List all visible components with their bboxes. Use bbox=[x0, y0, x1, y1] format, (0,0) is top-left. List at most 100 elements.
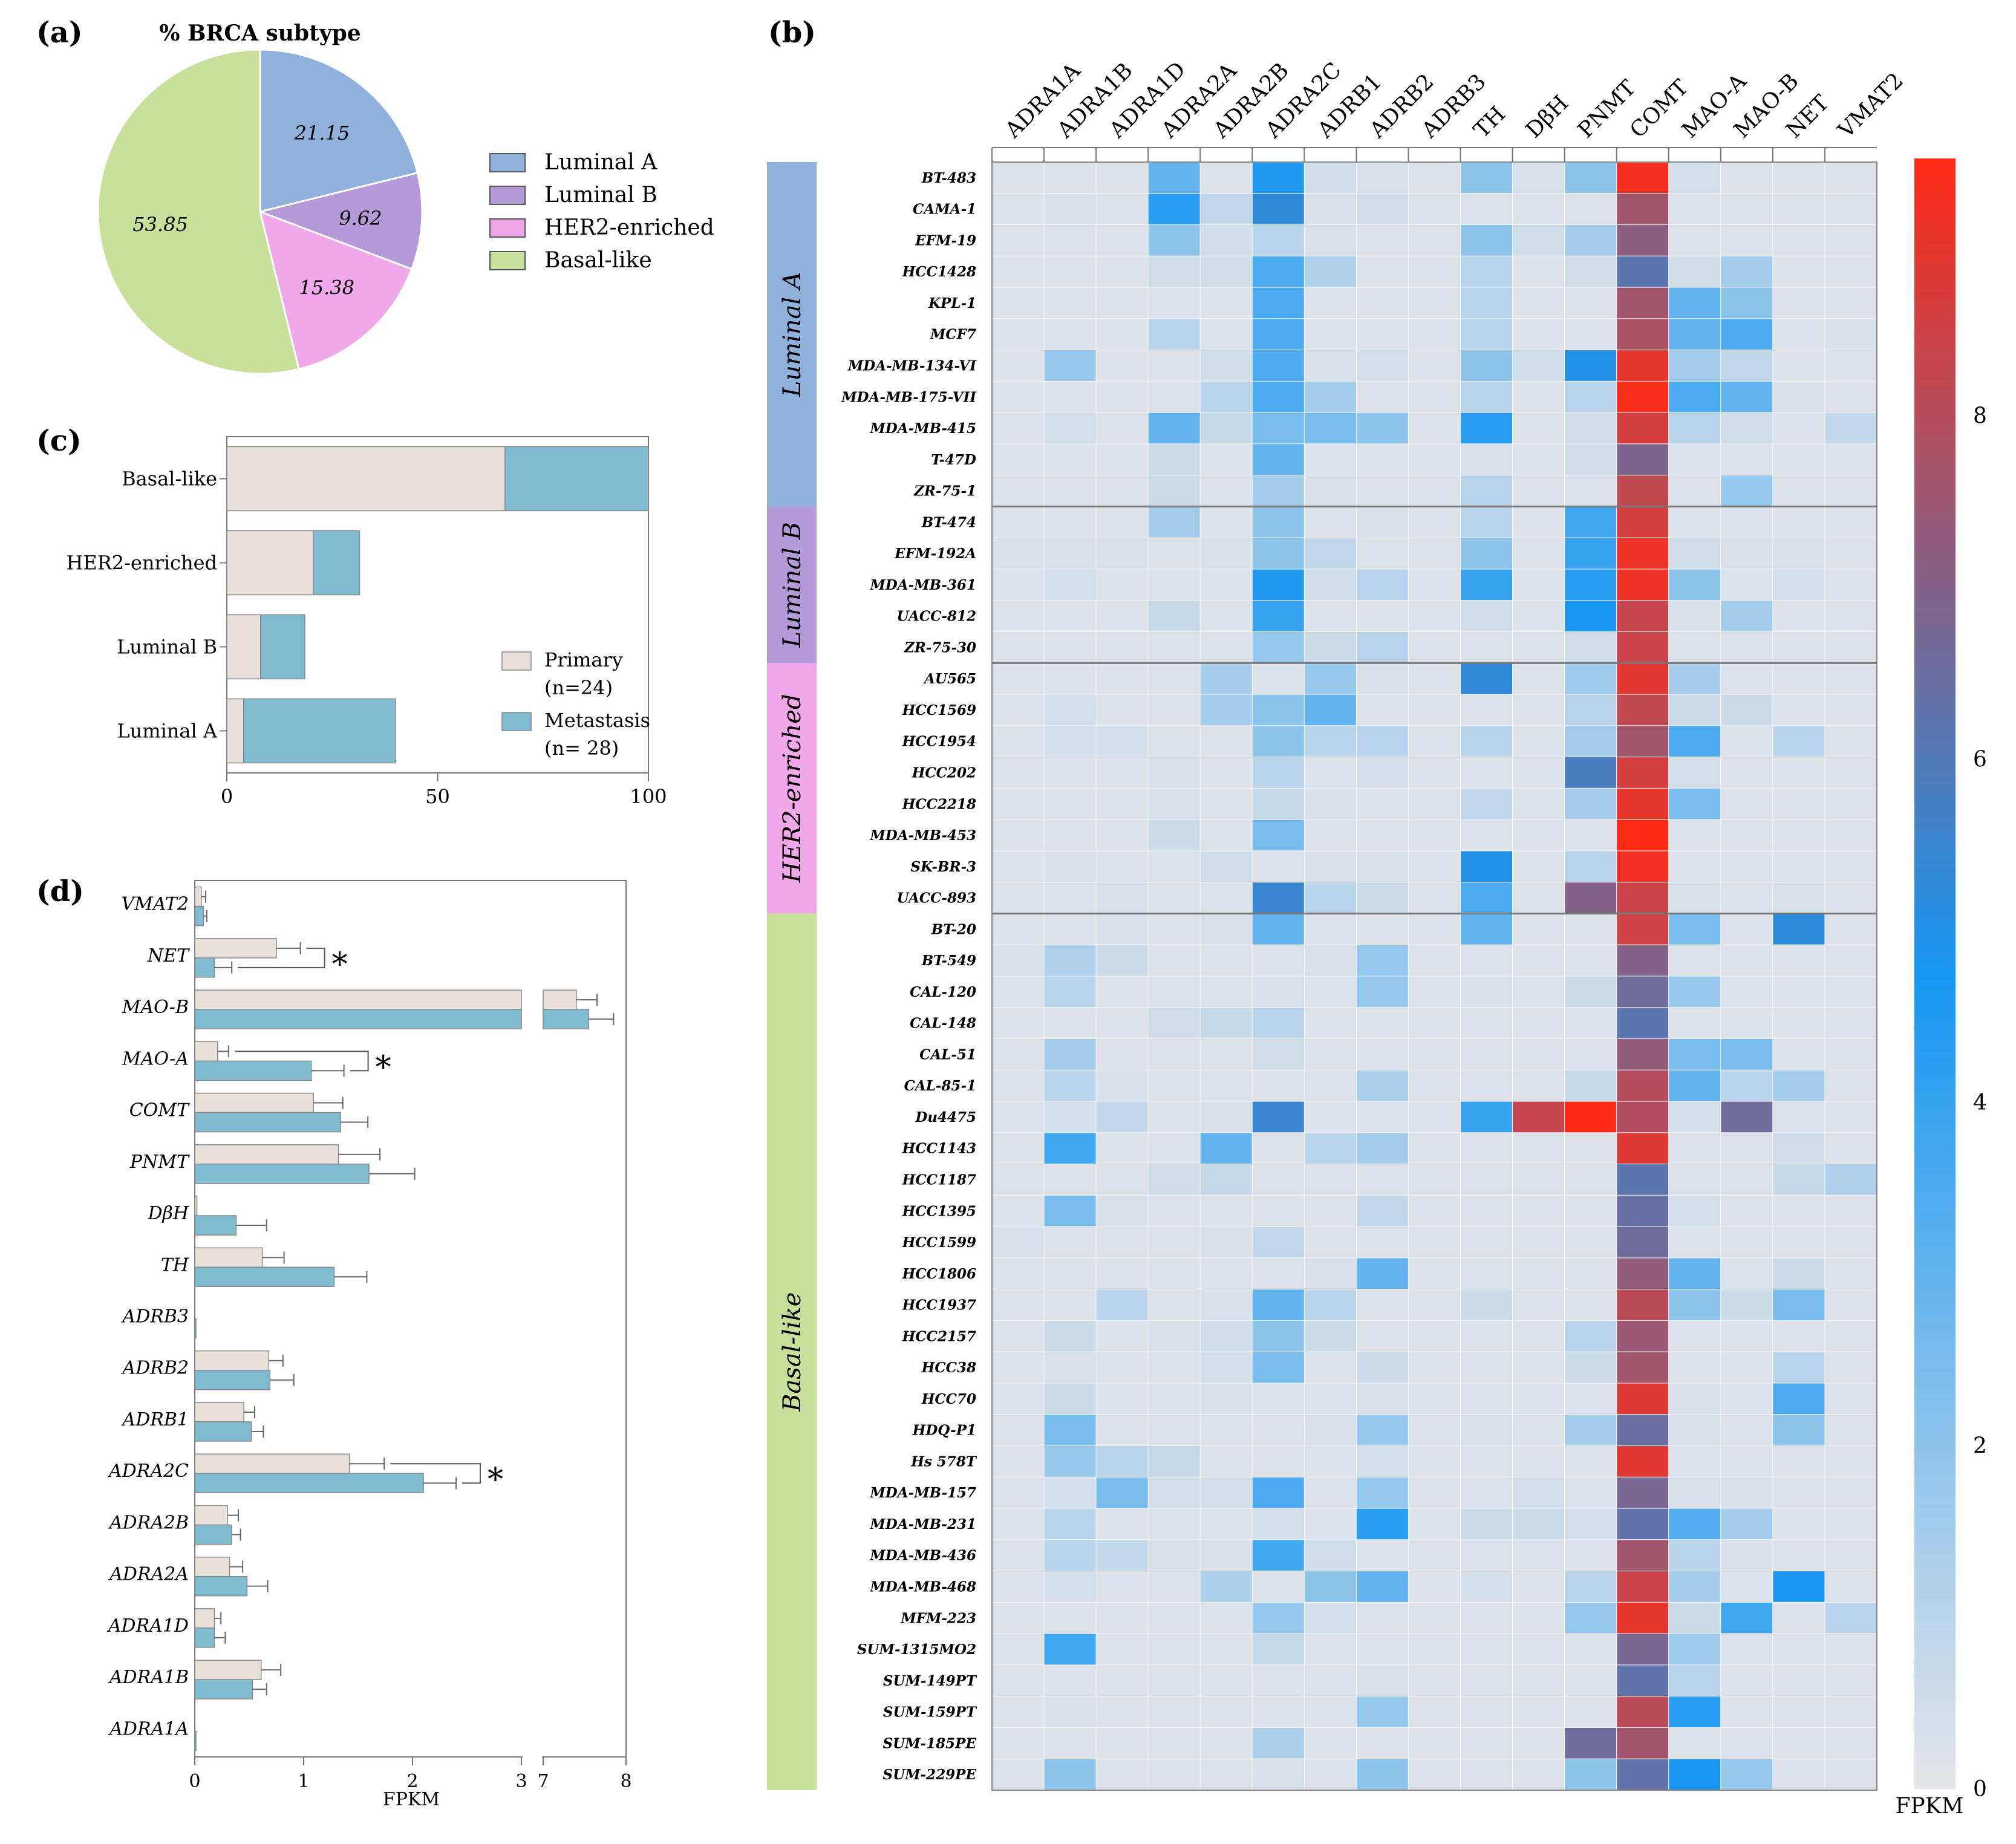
heatmap-cell-mda-mb-175-vii-adra2c bbox=[1251, 380, 1305, 413]
heatmap-cell-hdq-p1-adra1a bbox=[991, 1414, 1045, 1447]
heatmap-cell-efm-192a-adrb2 bbox=[1355, 537, 1409, 570]
heatmap-cell-bt-549-pnmt bbox=[1564, 944, 1617, 977]
heatmap-cell-mda-mb-157-adra2b bbox=[1199, 1476, 1253, 1509]
cell-line-label: BT-474 bbox=[921, 514, 976, 530]
heatmap-cell-hcc70-adra1b bbox=[1043, 1383, 1097, 1415]
y-tick-label: Luminal A bbox=[117, 720, 218, 743]
heatmap-cell-cal-85-1-adrb3 bbox=[1408, 1069, 1461, 1102]
heatmap-cell-hcc70-net bbox=[1772, 1383, 1825, 1415]
heatmap-cell-sk-br-3-adra1b bbox=[1043, 850, 1097, 883]
heatmap-cell-hcc38-d-h bbox=[1512, 1351, 1565, 1384]
heatmap-cell-hcc1187-adrb1 bbox=[1303, 1164, 1357, 1196]
bar-primary-her2-enriched bbox=[226, 530, 314, 596]
heatmap-cell-mcf7-vmat2 bbox=[1824, 318, 1877, 351]
heatmap-cell-efm-192a-adra2a bbox=[1147, 537, 1201, 570]
heatmap-cell-cal-85-1-pnmt bbox=[1564, 1069, 1617, 1102]
heatmap-cell-zr-75-30-adra2c bbox=[1251, 631, 1305, 663]
heatmap-cell-sum-229pe-th bbox=[1460, 1758, 1513, 1791]
cell-line-label: T-47D bbox=[931, 452, 976, 468]
pie-chart: % BRCA subtype 21.15 9.62 15.38 53.85 Lumin… bbox=[97, 21, 714, 375]
heatmap-cell-cal-51-net bbox=[1772, 1038, 1825, 1070]
heatmap-cell-hcc1937-adrb1 bbox=[1303, 1289, 1357, 1321]
heatmap-cell-mcf7-adra1d bbox=[1095, 318, 1149, 351]
heatmap-cell-cal-85-1-adrb2 bbox=[1355, 1069, 1409, 1102]
heatmap-cell-cal-85-1-vmat2 bbox=[1824, 1069, 1877, 1102]
cell-line-label: MDA-MB-453 bbox=[869, 827, 976, 844]
heatmap-cell-hs-578t-th bbox=[1460, 1445, 1513, 1477]
heatmap-cell-mda-mb-468-adrb3 bbox=[1408, 1571, 1461, 1603]
heatmap-cell-mda-mb-231-adra1b bbox=[1043, 1508, 1097, 1540]
heatmap-cell-uacc-893-adra1a bbox=[991, 882, 1045, 914]
heatmap-cell-cal-148-adrb2 bbox=[1355, 1007, 1409, 1040]
heatmap-cell-hcc1599-comt bbox=[1616, 1226, 1669, 1259]
heatmap-cell-hcc1954-adrb2 bbox=[1355, 725, 1409, 758]
heatmap-cell-hcc70-adra1d bbox=[1095, 1383, 1149, 1415]
heatmap-cell-hs-578t-adrb1 bbox=[1303, 1445, 1357, 1477]
bar-primary-vmat2 bbox=[194, 886, 202, 907]
heatmap-cell-sum-1315mo2-mao-b bbox=[1720, 1633, 1773, 1666]
heatmap-cell-mda-mb-134-vi-adra1d bbox=[1095, 350, 1149, 382]
heatmap-cell-uacc-893-adra2a bbox=[1147, 882, 1201, 914]
heatmap-cell-sum-229pe-net bbox=[1772, 1758, 1825, 1791]
heatmap-cell-hcc1954-net bbox=[1772, 725, 1825, 758]
heatmap-cell-mda-mb-134-vi-comt bbox=[1616, 350, 1669, 382]
heatmap-cell-sum-1315mo2-adra2c bbox=[1251, 1633, 1305, 1666]
heatmap-cell-mda-mb-231-adra1a bbox=[991, 1508, 1045, 1540]
group-label-luminal-b: Luminal B bbox=[778, 522, 806, 648]
heatmap-cell-hdq-p1-adra2c bbox=[1251, 1414, 1305, 1447]
heatmap-cell-cal-148-mao-a bbox=[1668, 1007, 1721, 1040]
heatmap-cell-t-47d-adra2c bbox=[1251, 443, 1305, 476]
heatmap-cell-hdq-p1-comt bbox=[1616, 1414, 1669, 1447]
heatmap-cell-mda-mb-361-mao-b bbox=[1720, 569, 1773, 601]
heatmap-cell-bt-474-adra2c bbox=[1251, 506, 1305, 538]
heatmap-cell-mda-mb-361-adra2a bbox=[1147, 569, 1201, 601]
heatmap-cell-cal-51-adrb3 bbox=[1408, 1038, 1461, 1070]
heatmap-cell-hcc202-adra2a bbox=[1147, 757, 1201, 789]
cell-line-label: CAL-51 bbox=[919, 1046, 976, 1063]
heatmap-cell-hcc70-mao-a bbox=[1668, 1383, 1721, 1415]
heatmap-cell-sum-185pe-adra2c bbox=[1251, 1727, 1305, 1759]
heatmap-cell-cama-1-mao-b bbox=[1720, 193, 1773, 226]
heatmap-cell-bt-483-comt bbox=[1616, 161, 1669, 194]
heatmap-cell-hs-578t-mao-a bbox=[1668, 1445, 1721, 1477]
heatmap-cell-sum-159pt-vmat2 bbox=[1824, 1696, 1877, 1728]
heatmap-cell-mfm-223-adrb3 bbox=[1408, 1601, 1461, 1634]
heatmap-cell-au565-adra2c bbox=[1251, 662, 1305, 695]
heatmap-cell-cal-120-adra1a bbox=[991, 976, 1045, 1008]
gene-label: ADRA2B bbox=[108, 1512, 189, 1533]
heatmap-cell-mda-mb-415-adra2c bbox=[1251, 412, 1305, 445]
group-label-basal-like: Basal-like bbox=[778, 1292, 806, 1412]
heatmap-cell-cal-51-adra1a bbox=[991, 1038, 1045, 1070]
heatmap-cell-hcc1599-adrb3 bbox=[1408, 1226, 1461, 1259]
cell-line-label: HCC2218 bbox=[902, 796, 976, 812]
heatmap-cell-hs-578t-net bbox=[1772, 1445, 1825, 1477]
x-tick-label: 3 bbox=[515, 1771, 527, 1792]
heatmap-cell-cama-1-adra1b bbox=[1043, 193, 1097, 226]
heatmap-cell-bt-483-adrb3 bbox=[1408, 161, 1461, 194]
heatmap-cell-hcc70-adrb3 bbox=[1408, 1383, 1461, 1415]
heatmap-cell-efm-19-vmat2 bbox=[1824, 224, 1877, 256]
heatmap-cell-bt-474-th bbox=[1460, 506, 1513, 538]
heatmap-cell-sk-br-3-adra2a bbox=[1147, 850, 1201, 883]
heatmap-cell-hcc1937-adra2b bbox=[1199, 1289, 1253, 1321]
heatmap-cell-efm-19-adrb3 bbox=[1408, 224, 1461, 256]
heatmap-cell-bt-474-net bbox=[1772, 506, 1825, 538]
panel-d-xlabel: FPKM bbox=[383, 1789, 440, 1810]
heatmap-cell-mda-mb-231-adra1d bbox=[1095, 1508, 1149, 1540]
heatmap-cell-mda-mb-134-vi-adrb2 bbox=[1355, 350, 1409, 382]
heatmap-cell-cal-120-mao-a bbox=[1668, 976, 1721, 1008]
heatmap-cell-sum-185pe-adra1b bbox=[1043, 1727, 1097, 1759]
heatmap-cell-hcc1187-mao-b bbox=[1720, 1164, 1773, 1196]
heatmap-cell-sum-185pe-vmat2 bbox=[1824, 1727, 1877, 1759]
heatmap-cell-hcc2218-adra2b bbox=[1199, 787, 1253, 820]
heatmap-cell-mda-mb-231-adrb1 bbox=[1303, 1508, 1357, 1540]
heatmap-cell-sum-185pe-net bbox=[1772, 1727, 1825, 1759]
colorbar-tick-label: 4 bbox=[1973, 1090, 1987, 1115]
gene-column-label: TH bbox=[1469, 102, 1510, 143]
panel-label-d: (d) bbox=[36, 875, 84, 908]
heatmap-cell-mcf7-pnmt bbox=[1564, 318, 1617, 351]
heatmap-cell-cama-1-adrb2 bbox=[1355, 193, 1409, 226]
cell-line-label: HCC1187 bbox=[902, 1172, 976, 1188]
heatmap-cell-mda-mb-453-adra1d bbox=[1095, 819, 1149, 852]
heatmap-cell-du4475-adrb3 bbox=[1408, 1101, 1461, 1133]
